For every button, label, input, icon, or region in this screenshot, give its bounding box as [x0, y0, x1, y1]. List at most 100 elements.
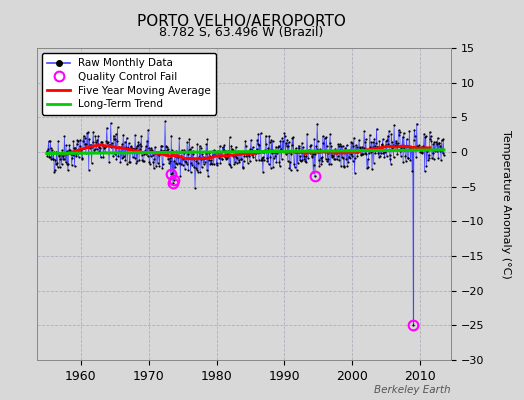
- Point: [430, 138, 439, 145]
- Point: [92, 146, 101, 152]
- Point: [227, 142, 235, 149]
- Point: [423, 148, 432, 154]
- Point: [192, 158, 200, 164]
- Point: [418, 149, 426, 155]
- Point: [309, 169, 318, 175]
- Point: [402, 158, 410, 165]
- Point: [213, 160, 221, 166]
- Point: [63, 167, 72, 173]
- Point: [248, 147, 256, 153]
- Point: [200, 155, 208, 161]
- Point: [371, 150, 379, 156]
- Point: [69, 152, 77, 158]
- Point: [409, 144, 417, 150]
- Point: [78, 156, 86, 162]
- Point: [112, 156, 121, 162]
- Point: [309, 151, 317, 157]
- Point: [88, 160, 96, 166]
- Point: [201, 154, 210, 161]
- Point: [341, 145, 350, 152]
- Point: [298, 140, 306, 146]
- Point: [347, 138, 355, 145]
- Point: [238, 164, 247, 171]
- Point: [232, 154, 241, 160]
- Point: [282, 140, 290, 146]
- Point: [225, 134, 234, 140]
- Point: [182, 161, 191, 167]
- Point: [220, 146, 228, 153]
- Point: [380, 148, 388, 154]
- Point: [276, 163, 284, 169]
- Point: [311, 173, 319, 180]
- Point: [242, 152, 250, 159]
- Point: [44, 146, 52, 152]
- Point: [261, 146, 269, 153]
- Point: [99, 154, 107, 160]
- Point: [388, 145, 397, 151]
- Point: [377, 141, 386, 148]
- Point: [173, 152, 182, 158]
- Point: [253, 137, 261, 143]
- Point: [276, 137, 285, 144]
- Point: [53, 164, 62, 170]
- Point: [421, 134, 429, 141]
- Point: [332, 150, 341, 156]
- Point: [126, 143, 135, 149]
- Point: [250, 150, 259, 156]
- Point: [67, 150, 75, 156]
- Point: [159, 148, 168, 154]
- Point: [266, 154, 275, 160]
- Point: [351, 154, 359, 161]
- Point: [146, 147, 155, 153]
- Point: [387, 160, 395, 167]
- Point: [137, 133, 146, 139]
- Point: [382, 138, 390, 144]
- Point: [384, 132, 392, 139]
- Point: [205, 150, 213, 156]
- Point: [166, 158, 174, 164]
- Point: [199, 154, 207, 160]
- Point: [120, 149, 128, 155]
- Point: [133, 143, 141, 150]
- Point: [171, 160, 180, 167]
- Point: [349, 143, 357, 149]
- Point: [177, 153, 185, 159]
- Point: [394, 151, 402, 157]
- Point: [146, 161, 154, 167]
- Point: [68, 162, 76, 168]
- Point: [260, 156, 268, 163]
- Point: [433, 148, 441, 155]
- Point: [432, 141, 441, 147]
- Point: [259, 169, 267, 175]
- Point: [170, 153, 179, 160]
- Point: [181, 158, 190, 164]
- Point: [216, 143, 224, 149]
- Point: [211, 147, 220, 154]
- Point: [232, 144, 240, 150]
- Point: [288, 135, 297, 142]
- Point: [275, 159, 283, 165]
- Point: [258, 155, 267, 161]
- Point: [47, 156, 56, 162]
- Point: [395, 132, 403, 138]
- Point: [199, 161, 208, 167]
- Point: [189, 151, 197, 158]
- Point: [155, 152, 163, 158]
- Point: [113, 124, 122, 130]
- Point: [144, 153, 152, 160]
- Point: [419, 146, 428, 153]
- Point: [118, 154, 127, 160]
- Point: [222, 156, 231, 163]
- Point: [173, 160, 181, 167]
- Point: [289, 148, 297, 154]
- Point: [161, 118, 169, 124]
- Point: [111, 136, 119, 142]
- Point: [60, 156, 68, 162]
- Point: [49, 149, 58, 156]
- Point: [158, 165, 167, 171]
- Point: [102, 143, 110, 149]
- Point: [267, 164, 275, 171]
- Point: [304, 146, 313, 153]
- Point: [355, 145, 364, 151]
- Point: [401, 152, 410, 159]
